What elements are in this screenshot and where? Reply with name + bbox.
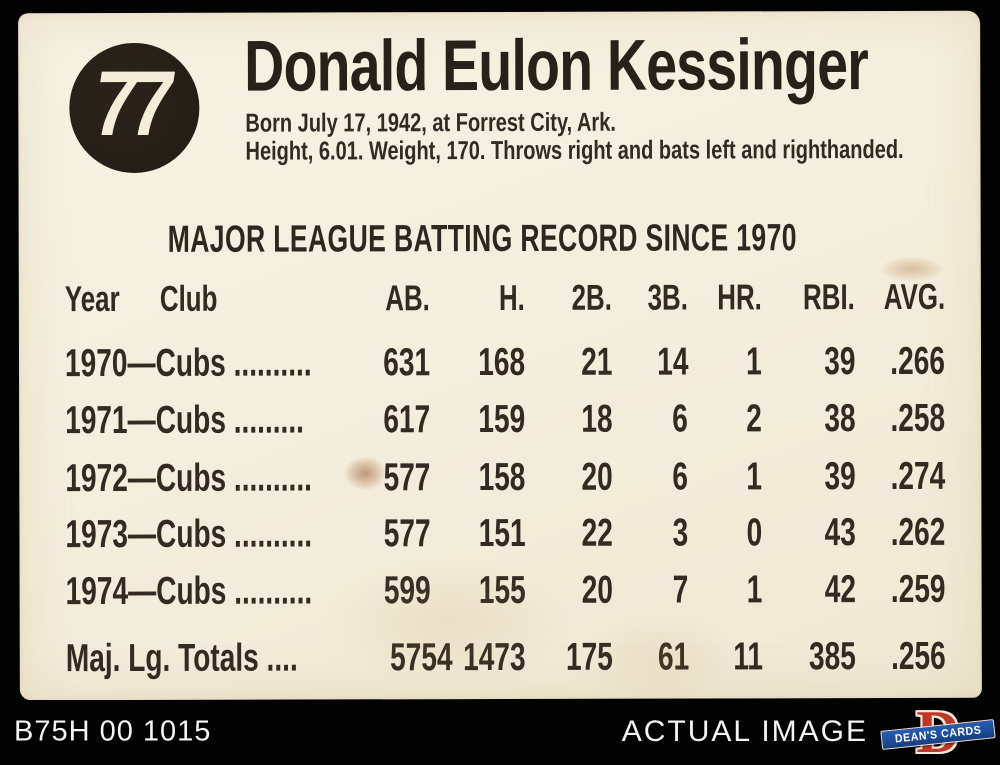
stats-row-1970: 1970—Cubs .......... 631 168 21 14 1 39 …	[64, 339, 946, 386]
col-2b: 2B.	[571, 276, 612, 318]
bio-physical-line: Height, 6.01. Weight, 170. Throws right …	[245, 133, 904, 166]
stats-row-1973: 1973—Cubs .......... 577 151 22 3 0 43 .…	[65, 510, 946, 557]
batting-record-title: MAJOR LEAGUE BATTING RECORD SINCE 1970	[167, 217, 797, 261]
stats-row-1974: 1974—Cubs .......... 599 155 20 7 1 42 .…	[65, 567, 946, 614]
col-club: Club	[159, 277, 218, 319]
inventory-code: B75H 00 1015	[14, 715, 212, 748]
col-3b: 3B.	[647, 276, 688, 318]
actual-image-label: ACTUAL IMAGE	[621, 715, 868, 748]
col-rbi: RBI.	[802, 276, 855, 318]
stats-header-row: Year Club AB. H. 2B. 3B. HR. RBI. AVG.	[65, 276, 945, 320]
col-year: Year	[64, 277, 120, 320]
card-number: 77	[94, 52, 168, 156]
stats-row-totals: Maj. Lg. Totals .... 5754 1473 175 61 11…	[65, 634, 946, 681]
deans-cards-logo: D DEAN'S CARDS	[880, 701, 996, 763]
stats-row-1971: 1971—Cubs ......... 617 159 18 6 2 38 .2…	[65, 396, 946, 443]
watermark-bar: B75H 00 1015 ACTUAL IMAGE D DEAN'S CARDS	[0, 700, 1000, 764]
player-name: Donald Eulon Kessinger	[244, 25, 869, 107]
card-number-badge: 77	[69, 42, 200, 174]
stats-row-1972: 1972—Cubs .......... 577 158 20 6 1 39 .…	[65, 454, 946, 501]
col-avg: AVG.	[883, 275, 945, 317]
col-ab: AB.	[385, 277, 430, 319]
logo-text: DEAN'S CARDS	[894, 723, 982, 746]
baseball-card-back: 77 Donald Eulon Kessinger Born July 17, …	[18, 10, 982, 702]
col-hr: HR.	[717, 276, 762, 318]
col-h: H.	[498, 276, 525, 319]
bio-birth-line: Born July 17, 1942, at Forrest City, Ark…	[245, 106, 616, 138]
